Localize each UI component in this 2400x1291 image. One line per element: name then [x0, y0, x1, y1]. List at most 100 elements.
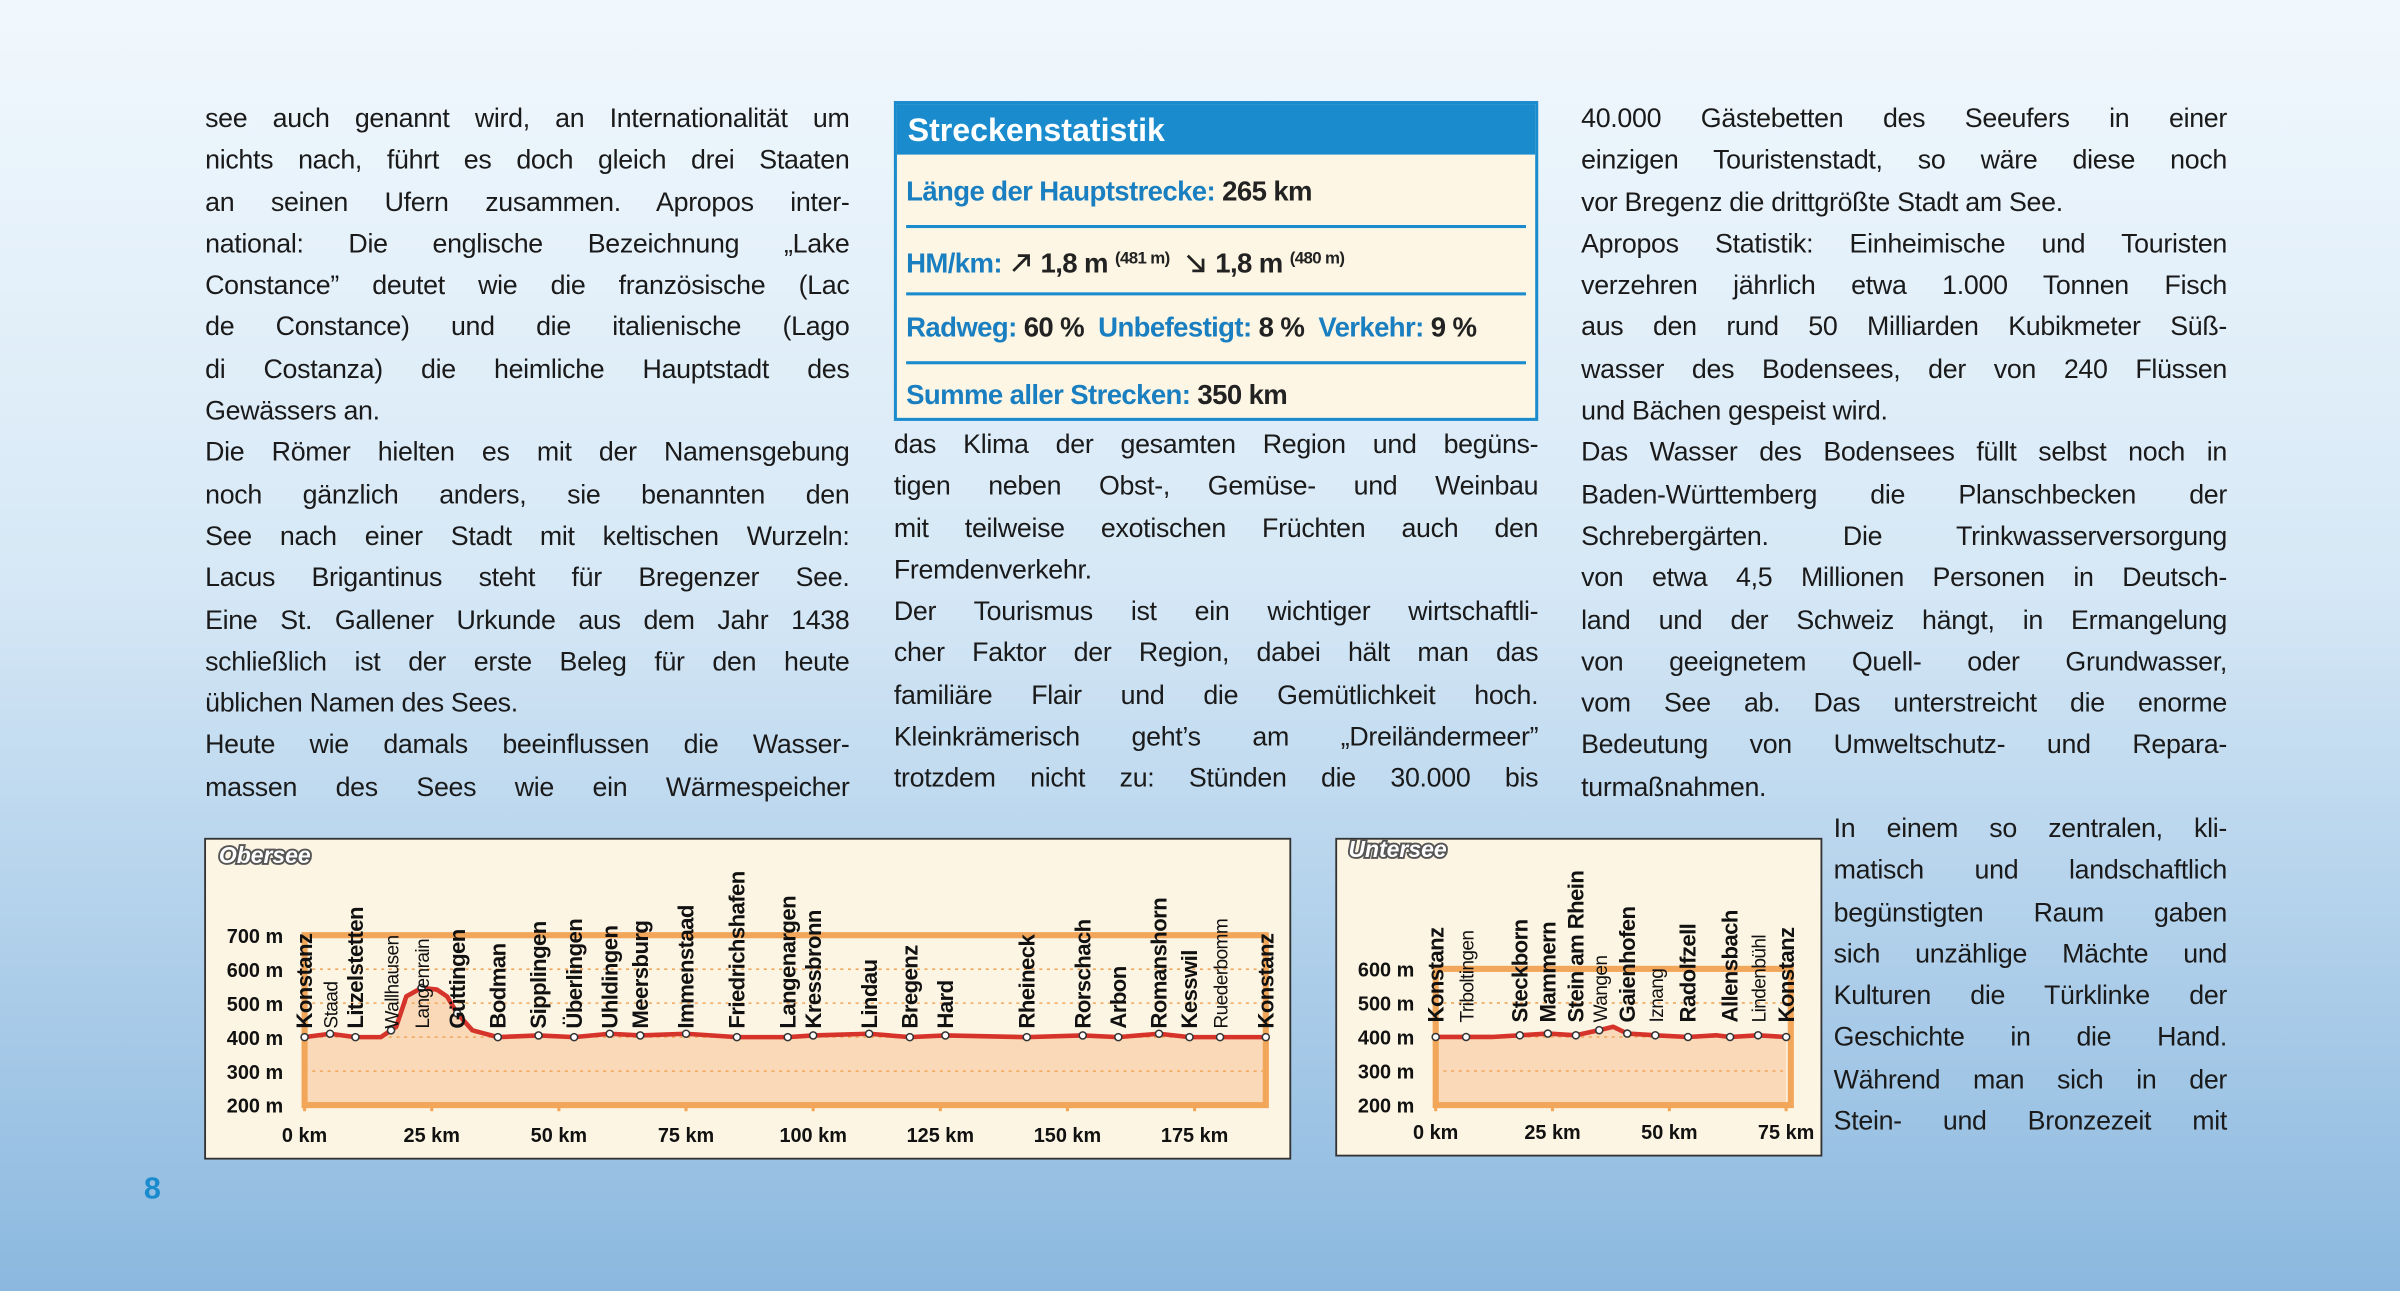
text-line: Die Römer hielten es mit der Namensgebun… — [205, 436, 850, 468]
stats-row: Summe aller Strecken: 350 km — [906, 361, 1526, 428]
y-tick-label: 200 m — [1358, 1096, 1414, 1118]
x-tick-label: 25 km — [1524, 1122, 1580, 1144]
place-marker — [534, 1031, 543, 1040]
text-line: trotzdem nicht zu: Stünden die 30.000 bi… — [893, 762, 1539, 794]
x-tick-label: 175 km — [1161, 1125, 1228, 1147]
place-marker — [1571, 1030, 1581, 1040]
text-line: vom See ab. Das unterstreicht die enorme — [1581, 687, 2228, 719]
text-line: und Bächen gespeist wird. — [1581, 395, 1888, 426]
chart-title: Obersee — [219, 842, 311, 868]
text-line: einzigen Touristenstadt, so wäre diese n… — [1581, 144, 2228, 175]
stats-row: HM/km: 1,8 m (481 m) 1,8 m (480 m) — [906, 225, 1527, 296]
place-label: Rheineck — [1014, 934, 1039, 1029]
text-column: see auch genannt wird, an Internationali… — [205, 98, 850, 808]
place-label: Konstanz — [1253, 933, 1278, 1028]
place-marker — [783, 1032, 793, 1042]
text-line: familiäre Flair und die Gemütlichkeit ho… — [893, 679, 1539, 710]
text-line: Lacus Brigantinus steht für Bregenzer Se… — [205, 562, 850, 593]
profile-area — [1435, 1026, 1787, 1106]
stats-label: Länge der Hauptstrecke: — [906, 176, 1216, 207]
place-marker — [1753, 1030, 1763, 1040]
y-tick-label: 300 m — [1358, 1062, 1414, 1084]
place-marker — [351, 1032, 360, 1042]
place-label: Immenstaad — [674, 905, 699, 1028]
place-label: Radolfzell — [1676, 924, 1701, 1023]
text-line: Während man sich in der — [1833, 1063, 2228, 1095]
text-line: de Constance) und die italienische (Lago — [205, 311, 850, 343]
text-column: In einem so zentralen, kli-matisch und l… — [1833, 808, 2228, 1142]
place-marker — [1781, 1032, 1791, 1042]
profile-line — [304, 985, 1266, 1040]
text-line: das Klima der gesamten Region und begüns… — [893, 428, 1539, 460]
place-marker — [417, 983, 426, 993]
text-line: massen des Sees wie ein Wärmespeicher — [205, 771, 850, 802]
place-label: Triboltingen — [1458, 931, 1479, 1023]
place-label: Meersburg — [628, 921, 653, 1029]
y-tick-label: 500 m — [227, 994, 283, 1016]
place-label: Kesswil — [1177, 950, 1202, 1028]
y-tick-label: 700 m — [227, 926, 283, 948]
place-label: Staad — [322, 982, 343, 1029]
y-tick-label: 200 m — [227, 1096, 283, 1118]
y-tick-label: 600 m — [227, 960, 283, 982]
place-label: Überlingen — [562, 919, 587, 1029]
ascent-icon — [1012, 254, 1031, 272]
place-marker — [1078, 1031, 1088, 1040]
place-marker — [1431, 1032, 1440, 1042]
place-label: Steckborn — [1507, 919, 1532, 1022]
y-tick-label: 400 m — [227, 1028, 283, 1050]
place-label: Konstanz — [1423, 927, 1448, 1022]
text-line: In einem so zentralen, kli- — [1833, 812, 2228, 844]
descent-icon — [1187, 254, 1206, 273]
place-marker — [732, 1032, 742, 1042]
stats-label: Unbefestigt: — [1098, 312, 1252, 343]
place-marker — [1022, 1032, 1032, 1042]
stats-row: Länge der Hauptstrecke: 265 km — [906, 158, 1527, 229]
x-tick-label: 125 km — [907, 1125, 974, 1147]
text-line: schließlich ist der erste Beleg für den … — [205, 645, 850, 677]
place-label: Stein am Rhein — [1564, 871, 1589, 1023]
place-marker — [1725, 1032, 1735, 1042]
place-label: Arbon — [1106, 966, 1131, 1028]
text-line: Stein- und Bronzezeit mit — [1833, 1105, 2228, 1136]
stats-row: Radweg: 60 % Unbefestigt: 8 % Verkehr: 9… — [906, 294, 1527, 365]
text-line: turmaßnahmen. — [1581, 771, 1767, 802]
text-line: noch gänzlich anders, sie benannten den — [205, 478, 850, 510]
place-label: Lindenbühl — [1750, 935, 1771, 1022]
text-column: 40.000 Gästebetten des Seeufers in einer… — [1581, 98, 2227, 808]
stats-value: 8 % — [1258, 312, 1305, 343]
text-line: cher Faktor der Region, dabei hält man d… — [893, 637, 1539, 669]
x-tick-label: 0 km — [1413, 1122, 1458, 1144]
place-marker — [325, 1029, 335, 1039]
place-marker — [1683, 1032, 1693, 1042]
profile-area — [304, 987, 1266, 1106]
y-tick-label: 500 m — [1358, 994, 1414, 1016]
place-marker — [1185, 1032, 1194, 1042]
place-label: Wallhausen — [383, 935, 404, 1028]
stats-value: 1,8 m — [1040, 247, 1109, 279]
text-line: land und der Schweiz hängt, in Ermangelu… — [1581, 603, 2228, 635]
stats-box: Streckenstatistik Länge der Hauptstrecke… — [893, 101, 1539, 421]
x-tick-label: 0 km — [282, 1125, 327, 1147]
text-line: Schrebergärten. Die Trinkwasserversorgun… — [1581, 520, 2228, 551]
x-tick-label: 25 km — [404, 1125, 460, 1147]
x-tick-label: 75 km — [658, 1125, 714, 1147]
place-marker — [808, 1031, 818, 1040]
text-line: Kulturen die Türklinke der — [1833, 979, 2228, 1011]
text-line: nichts nach, führt es doch gleich drei S… — [205, 144, 850, 175]
place-marker — [635, 1031, 645, 1040]
text-line: üblichen Namen des Sees. — [205, 687, 518, 719]
text-line: begünstigten Raum gaben — [1833, 896, 2228, 927]
text-column: das Klima der gesamten Region und begüns… — [893, 424, 1539, 800]
text-line: verzehren jährlich etwa 1.000 Tonnen Fis… — [1581, 269, 2228, 301]
text-line: von etwa 4,5 Millionen Personen in Deuts… — [1581, 562, 2228, 593]
text-line: 40.000 Gästebetten des Seeufers in einer — [1581, 102, 2228, 134]
place-label: Iznang — [1647, 969, 1668, 1023]
place-label: Langenargen — [775, 896, 800, 1029]
stats-label: Verkehr: — [1318, 312, 1424, 343]
place-label: Kressbronn — [801, 910, 826, 1028]
place-label: Lindau — [857, 959, 882, 1028]
place-marker — [1651, 1030, 1660, 1040]
